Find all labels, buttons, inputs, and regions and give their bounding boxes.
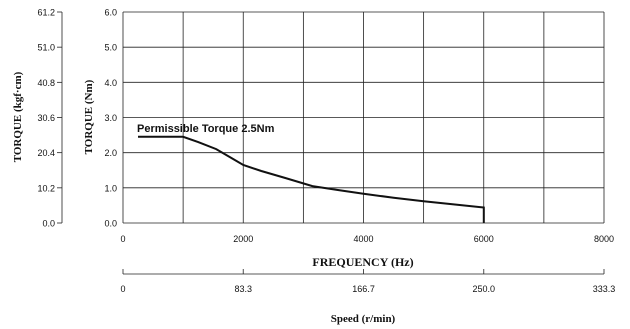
annotation-permissible-torque: Permissible Torque 2.5Nm (137, 123, 275, 135)
x-tick-label: 0 (120, 234, 125, 244)
x-tick-label: 4000 (353, 234, 373, 244)
x-tick-label: 6000 (474, 234, 494, 244)
x-axis-label: FREQUENCY (Hz) (312, 255, 413, 269)
torque-curve (138, 135, 485, 223)
y-tick-label-kgfcm: 40.8 (37, 78, 55, 88)
y-tick-label-nm: 3.0 (104, 113, 117, 123)
y-tick-label-nm: 1.0 (104, 183, 117, 193)
y-tick-label-nm: 4.0 (104, 78, 117, 88)
y-axis-label-kgfcm: TORQUE (kgf·cm) (12, 71, 24, 162)
y-tick-label-kgfcm: 30.6 (37, 113, 55, 123)
y-tick-label-nm: 5.0 (104, 43, 117, 53)
y-tick-label-kgfcm: 51.0 (37, 43, 55, 53)
series (138, 135, 485, 223)
speed-tick-label: 333.3 (593, 284, 616, 294)
y-tick-label-kgfcm: 20.4 (37, 148, 55, 158)
y-tick-label-kgfcm: 61.2 (37, 8, 55, 18)
speed-tick-label: 250.0 (473, 284, 496, 294)
y-tick-label-kgfcm: 0.0 (42, 219, 55, 229)
x-tick-label: 8000 (594, 234, 614, 244)
speed-axis-label: Speed (r/min) (331, 313, 396, 325)
y-tick-label-nm: 2.0 (104, 148, 117, 158)
y-tick-label-nm: 0.0 (104, 219, 117, 229)
y-tick-label-nm: 6.0 (104, 8, 117, 18)
speed-tick-label: 83.3 (234, 284, 252, 294)
tick-labels: 0.0 1.0 2.0 3.0 4.0 5.0 6.0 0.0 10.2 20.4 30.6 40.8… (37, 8, 615, 295)
axes (57, 11, 605, 275)
x-tick-label: 2000 (233, 234, 253, 244)
y-tick-label-kgfcm: 10.2 (37, 183, 55, 193)
speed-tick-label: 166.7 (352, 284, 375, 294)
y-axis-label-nm: TORQUE (Nm) (83, 79, 95, 154)
grid (122, 11, 605, 224)
speed-tick-label: 0 (120, 284, 125, 294)
